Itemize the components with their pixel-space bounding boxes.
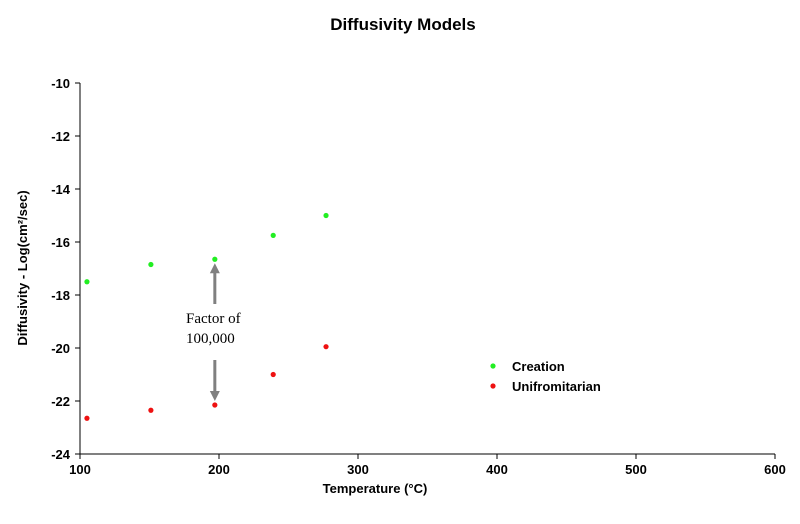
arrow-head-up <box>209 263 220 274</box>
x-tick-label: 500 <box>625 462 647 477</box>
annotation-line-1: Factor of <box>186 311 241 327</box>
data-points <box>84 212 329 421</box>
x-tick-label: 600 <box>764 462 786 477</box>
creation-point <box>84 279 90 285</box>
y-tick-label: -24 <box>51 447 71 462</box>
x-tick-label: 100 <box>69 462 91 477</box>
y-ticks: -10 -12 -14 -16 -18 -20 -22 -24 <box>51 76 80 462</box>
y-tick-label: -14 <box>51 182 71 197</box>
legend: Creation Unifromitarian <box>490 359 601 394</box>
creation-point <box>212 256 218 262</box>
y-tick-label: -10 <box>51 76 70 91</box>
annotation-line-2: 100,000 <box>186 331 235 347</box>
x-tick-label: 400 <box>486 462 508 477</box>
x-tick-label: 200 <box>208 462 230 477</box>
unifromitarian-point <box>270 371 276 378</box>
factor-annotation: Factor of 100,000 <box>186 263 241 401</box>
y-tick-label: -22 <box>51 394 70 409</box>
legend-label-creation: Creation <box>512 359 565 374</box>
chart-title: Diffusivity Models <box>330 15 475 34</box>
unifromitarian-point <box>84 415 90 421</box>
y-tick-label: -16 <box>51 235 70 250</box>
unifromitarian-point <box>212 402 218 408</box>
arrow-head-down <box>209 390 220 401</box>
x-tick-label: 300 <box>347 462 369 477</box>
x-axis-label: Temperature (°C) <box>323 481 428 496</box>
legend-marker-creation <box>490 363 496 369</box>
y-tick-label: -12 <box>51 129 70 144</box>
creation-point <box>148 261 154 268</box>
y-axis-label: Diffusivity - Log(cm²/sec) <box>15 190 30 345</box>
y-tick-label: -18 <box>51 288 70 303</box>
x-ticks: 100 200 300 400 500 600 <box>69 454 786 477</box>
creation-point <box>323 212 329 219</box>
unifromitarian-point <box>148 407 154 413</box>
creation-point <box>270 232 276 238</box>
unifromitarian-point <box>323 344 329 350</box>
legend-label-unifromitarian: Unifromitarian <box>512 379 601 394</box>
legend-marker-unifromitarian <box>490 383 496 389</box>
y-tick-label: -20 <box>51 341 70 356</box>
